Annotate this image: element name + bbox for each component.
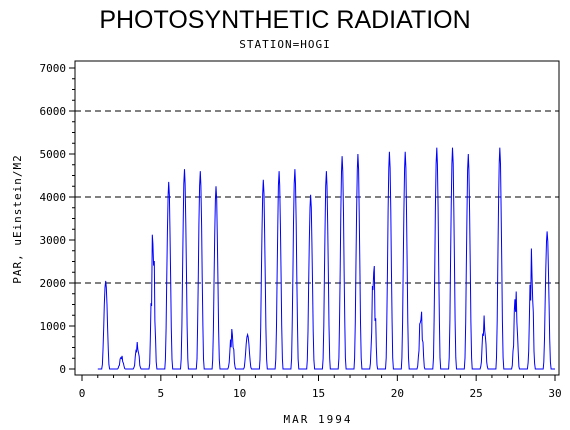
x-tick-label: 30 xyxy=(548,387,561,400)
y-tick-label: 7000 xyxy=(40,62,67,75)
x-axis-label: MAR 1994 xyxy=(284,413,353,426)
y-tick-label: 0 xyxy=(59,363,66,376)
plot-frame xyxy=(74,60,560,376)
y-tick-label: 5000 xyxy=(40,148,67,161)
x-tick-label: 15 xyxy=(312,387,325,400)
x-tick-label: 0 xyxy=(79,387,86,400)
chart-subtitle: STATION=HOGI xyxy=(239,38,331,51)
x-tick-label: 10 xyxy=(233,387,246,400)
x-tick-label: 25 xyxy=(470,387,483,400)
y-tick-label: 6000 xyxy=(40,105,67,118)
x-tick-label: 20 xyxy=(391,387,404,400)
y-tick-label: 3000 xyxy=(40,234,67,247)
series-line-par xyxy=(97,147,555,370)
y-tick-label: 4000 xyxy=(40,191,67,204)
chart-title: PHOTOSYNTHETIC RADIATION xyxy=(99,6,471,34)
y-axis-label: PAR, uEinstein/M2 xyxy=(11,154,24,284)
x-tick-label: 5 xyxy=(158,387,165,400)
y-tick-label: 1000 xyxy=(40,320,67,333)
y-tick-label: 2000 xyxy=(40,277,67,290)
